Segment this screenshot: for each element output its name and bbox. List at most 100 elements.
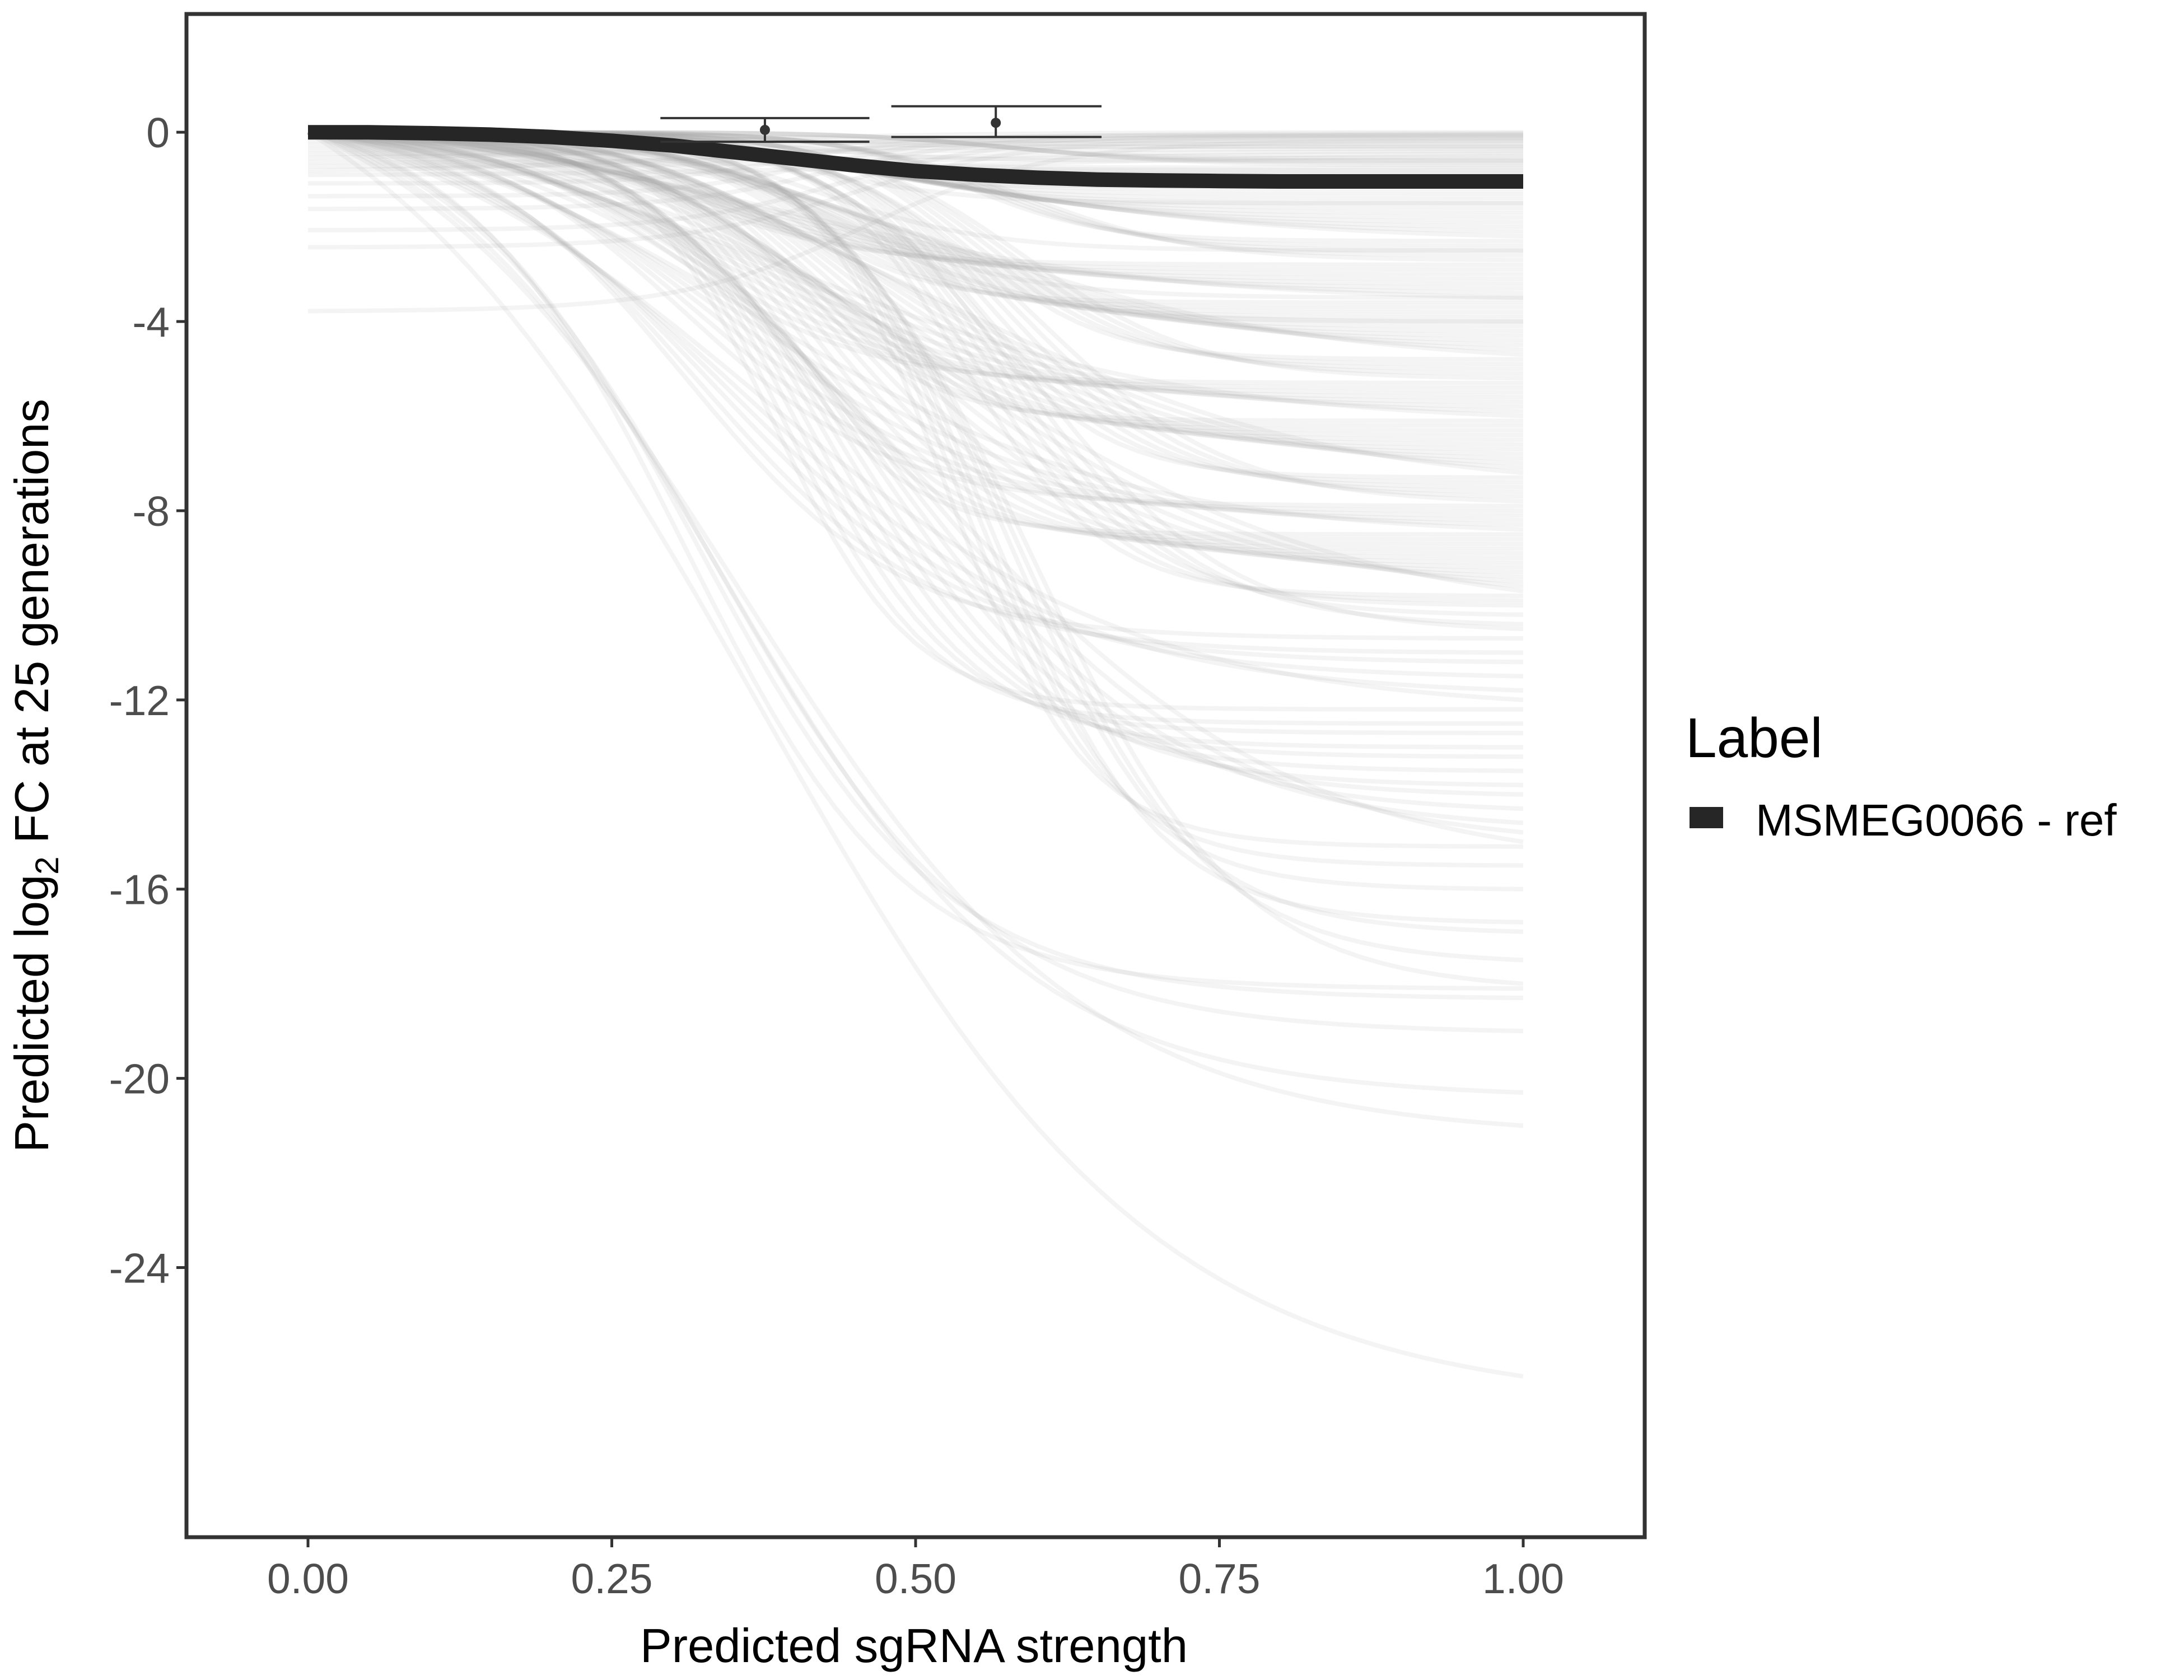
background-line	[307, 151, 1524, 169]
x-tick-label: 0.50	[875, 1555, 956, 1602]
background-line	[307, 130, 1524, 693]
background-line	[307, 130, 1523, 147]
background-line	[307, 138, 1523, 314]
background-line	[307, 130, 1524, 513]
background-line	[308, 136, 1523, 232]
y-tick-label: -4	[132, 298, 170, 346]
background-lines	[306, 130, 1524, 1379]
background-line	[307, 130, 1524, 702]
background-line	[307, 130, 1523, 508]
x-tick-label: 1.00	[1482, 1555, 1564, 1602]
x-axis: 0.00 0.25 0.50 0.75 1.00	[267, 1537, 1564, 1602]
background-line	[307, 130, 1524, 735]
background-line	[307, 130, 1524, 570]
background-line	[307, 130, 1524, 518]
y-tick-label: -8	[132, 488, 170, 535]
background-line	[307, 130, 1524, 461]
legend-key-msmeg0066	[1690, 807, 1723, 828]
y-tick-label: -24	[109, 1245, 170, 1292]
background-line	[307, 130, 1524, 475]
background-line	[307, 130, 1524, 395]
legend-label-msmeg0066: MSMEG0066 - ref	[1756, 795, 2117, 845]
background-line	[308, 146, 1524, 156]
y-axis-title-prefix: Predicted log	[6, 875, 59, 1152]
background-line	[307, 130, 1524, 528]
background-line	[307, 130, 1523, 272]
y-axis-title: Predicted log2 FC at 25 generations	[6, 399, 66, 1152]
error-bar-point	[991, 118, 1001, 128]
y-tick-label: 0	[146, 109, 170, 156]
error-bar	[891, 105, 1102, 138]
background-line	[307, 130, 1524, 1034]
background-line	[307, 130, 1524, 1128]
y-axis: 0 -4 -8 -12 -16 -20 -24	[109, 109, 186, 1292]
legend: Label MSMEG0066 - ref	[1686, 707, 2117, 845]
background-line	[307, 130, 1524, 835]
y-axis-title-suffix: FC at 25 generations	[6, 399, 59, 856]
background-line	[307, 130, 1524, 811]
y-tick-label: -16	[109, 866, 170, 913]
background-line	[307, 130, 1524, 357]
background-line	[307, 130, 1523, 750]
background-line	[307, 130, 1523, 160]
background-line	[307, 130, 1524, 418]
background-line	[307, 130, 1524, 466]
background-line	[306, 130, 1524, 1379]
background-line	[307, 130, 1524, 589]
y-tick-label: -12	[109, 677, 170, 724]
background-line	[307, 130, 1524, 665]
background-line	[307, 132, 1524, 173]
background-line	[307, 130, 1523, 390]
background-line	[307, 130, 1524, 565]
background-line	[308, 134, 1523, 211]
background-line	[308, 144, 1523, 152]
background-line	[307, 130, 1524, 797]
x-tick-label: 0.00	[267, 1555, 349, 1602]
legend-title: Label	[1686, 707, 1823, 769]
background-line	[307, 130, 1523, 281]
background-line	[307, 130, 1523, 726]
background-line	[307, 130, 1524, 400]
error-bar	[660, 116, 870, 143]
background-line	[307, 130, 1524, 787]
background-line	[307, 130, 1524, 580]
background-line	[307, 130, 1524, 575]
background-line	[308, 149, 1523, 165]
background-line	[307, 130, 1524, 409]
background-line	[307, 130, 1523, 385]
x-tick-label: 0.25	[571, 1555, 653, 1602]
background-line	[307, 130, 1524, 844]
background-line	[307, 130, 1524, 300]
background-line	[307, 130, 1524, 286]
background-line	[307, 130, 1524, 773]
x-tick-label: 0.75	[1179, 1555, 1261, 1602]
background-line	[307, 130, 1524, 759]
background-line	[307, 130, 1524, 991]
background-line	[308, 133, 1523, 199]
y-axis-title-subscript: 2	[29, 857, 66, 875]
background-line	[307, 130, 1524, 561]
error-bars	[660, 105, 1102, 143]
background-line	[307, 130, 1524, 522]
background-line	[307, 130, 1524, 532]
highlight-line	[308, 125, 1523, 189]
background-line	[307, 130, 1523, 712]
background-line	[307, 130, 1523, 277]
background-line	[307, 130, 1524, 641]
background-line	[307, 130, 1524, 291]
background-line	[307, 130, 1524, 470]
background-line	[307, 130, 1524, 404]
background-line	[307, 130, 1523, 267]
background-line	[307, 130, 1524, 594]
background-line	[307, 130, 1524, 584]
y-tick-label: -20	[109, 1056, 170, 1103]
background-line	[307, 130, 1524, 825]
background-line	[307, 130, 1524, 655]
background-line	[307, 130, 1524, 1000]
x-axis-title: Predicted sgRNA strength	[640, 1620, 1188, 1673]
background-line	[307, 130, 1524, 679]
background-line	[307, 130, 1524, 1095]
error-bar-point	[759, 124, 770, 135]
background-line	[307, 130, 1524, 296]
